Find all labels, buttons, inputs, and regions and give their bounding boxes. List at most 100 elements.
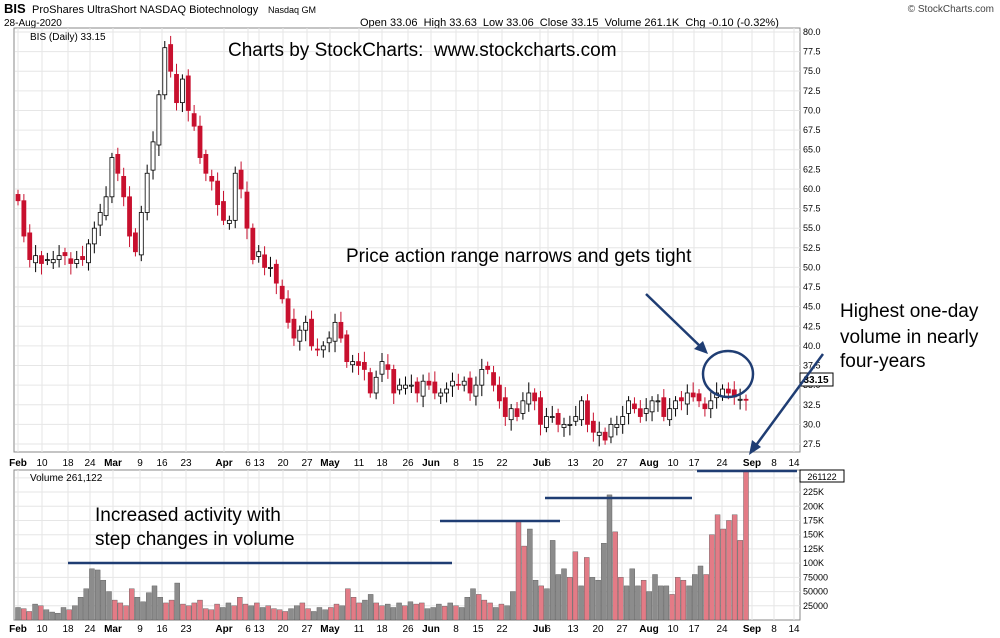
candle-body — [450, 380, 455, 387]
price-tick-label: 30.0 — [803, 419, 821, 429]
candle-body — [485, 365, 491, 370]
candle-body — [15, 194, 21, 202]
candle-body — [432, 381, 438, 394]
volume-bar — [390, 607, 397, 621]
price-tick-label: 42.5 — [803, 321, 821, 331]
volume-tag: 261122 — [807, 472, 836, 482]
volume-bar — [584, 557, 590, 621]
volume-bar — [15, 607, 21, 621]
volume-bar — [333, 603, 340, 621]
date-tick-label: Jun — [422, 458, 440, 469]
price-axis: 27.530.032.535.037.540.042.545.047.550.0… — [803, 27, 821, 449]
volume-bar — [692, 574, 698, 621]
volume-tick-label: 175K — [803, 515, 824, 525]
price-tick-label: 70.0 — [803, 105, 821, 115]
date-tick-label: 26 — [402, 624, 414, 635]
candle-body — [303, 321, 309, 331]
price-tick-label: 45.0 — [803, 302, 821, 312]
candle-body — [725, 388, 731, 394]
volume-bar — [572, 551, 579, 621]
date-tick-label: 6 — [245, 624, 251, 635]
volume-bars — [15, 471, 749, 621]
date-tick-label: 8 — [771, 458, 777, 469]
price-tick-label: 32.5 — [803, 400, 821, 410]
volume-bar — [731, 514, 738, 621]
volume-tag-box — [799, 469, 845, 483]
candle-body — [262, 254, 267, 268]
price-tick-label: 77.5 — [803, 47, 821, 57]
candle-body — [626, 400, 631, 414]
volume-bar — [208, 609, 215, 621]
arrow-head-2 — [749, 440, 761, 455]
candle-body — [590, 420, 596, 433]
date-tick-label: 22 — [496, 624, 508, 635]
candle-body — [232, 172, 238, 221]
candle-body — [56, 255, 62, 260]
volume-bar — [237, 597, 243, 621]
candle-body — [273, 263, 279, 284]
candle-body — [256, 251, 262, 257]
volume-bar — [623, 585, 630, 621]
price-tick-label: 47.5 — [803, 282, 821, 292]
candle-body — [573, 416, 579, 422]
annotation-shapes — [68, 293, 825, 565]
candle-body — [197, 125, 203, 158]
candle-body — [579, 400, 585, 421]
volume-bar — [413, 603, 419, 621]
volume-bar — [714, 514, 721, 621]
price-date-axis: Feb 10 18 24 Mar 9 16 23 Apr 6 13 20 27 May 11 18 26 Jun 8… — [9, 458, 800, 469]
volume-bar — [493, 607, 499, 621]
volume-bar — [38, 605, 44, 621]
candle-body — [356, 361, 361, 366]
candle-body — [532, 392, 538, 402]
candle-body — [497, 384, 502, 402]
volume-bar — [311, 611, 317, 621]
date-tick-label: 22 — [496, 458, 508, 469]
candle-body — [174, 73, 179, 104]
volume-bar — [601, 543, 607, 621]
annotation-highest-volume-1: Highest one-day — [840, 301, 979, 322]
candle-body — [238, 169, 244, 190]
date-tick-label: 8 — [453, 624, 459, 635]
volume-bar — [248, 605, 254, 621]
candle-body — [555, 412, 561, 425]
date-tick-label: 27 — [616, 624, 628, 635]
candle-body — [179, 78, 185, 104]
volume-bar — [20, 608, 27, 621]
volume-bar — [538, 585, 544, 621]
date-tick-label: Aug — [639, 624, 658, 635]
candle-body — [614, 423, 620, 428]
price-tick-label: 37.5 — [803, 361, 821, 371]
price-tick-label: 27.5 — [803, 439, 821, 449]
date-tick-label: 10 — [36, 624, 48, 635]
candle-body — [643, 408, 649, 414]
candle-body — [320, 345, 326, 351]
volume-bar — [305, 608, 311, 621]
volume-bar — [481, 599, 488, 621]
candle-body — [585, 400, 590, 425]
candle-body — [344, 334, 350, 362]
candle-body — [520, 400, 526, 414]
candle-body — [226, 219, 232, 224]
date-tick-label: Jul — [533, 458, 548, 469]
candle-body — [209, 175, 215, 182]
candle-body — [467, 377, 473, 394]
candle-body — [596, 431, 602, 436]
price-tick-label: 75.0 — [803, 66, 821, 76]
volume-bar — [743, 471, 749, 621]
volume-bar — [436, 603, 442, 621]
volume-bar — [726, 520, 732, 621]
price-legend: BIS (Daily) 33.15 — [30, 32, 106, 43]
date-tick-label: 10 — [667, 458, 679, 469]
volume-bar — [316, 607, 323, 621]
volume-bar — [225, 602, 232, 621]
candle-body — [632, 403, 637, 410]
volume-bar — [561, 568, 567, 621]
volume-bar — [652, 574, 658, 621]
volume-bar — [111, 599, 118, 621]
candle-body — [379, 361, 385, 375]
chart-date: 28-Aug-2020 — [4, 18, 62, 29]
candle-body — [156, 94, 162, 146]
volume-bar — [487, 602, 493, 621]
candle-body — [620, 416, 626, 425]
